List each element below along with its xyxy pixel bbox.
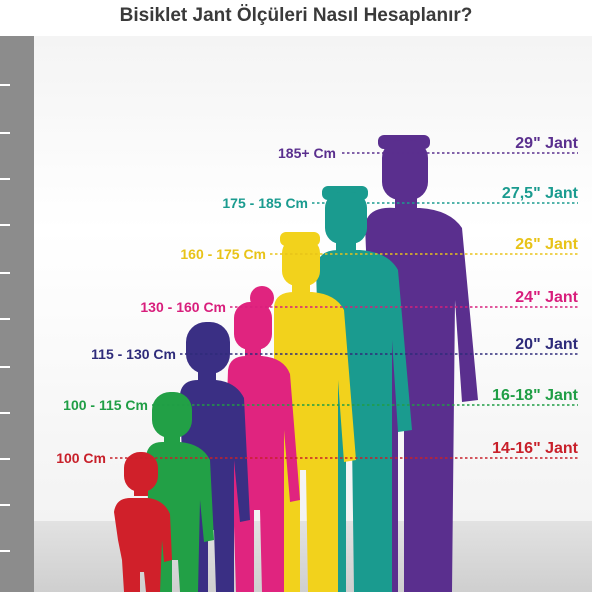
silhouette-toddler-red — [114, 452, 172, 592]
height-label-185: 185+ Cm — [278, 145, 336, 161]
ruler-tick — [0, 366, 10, 368]
ruler-tick — [0, 178, 10, 180]
rim-label-16-18: 16-18" Jant — [492, 387, 578, 404]
rim-label-24: 24" Jant — [515, 289, 578, 306]
rim-label-29: 29" Jant — [515, 135, 578, 152]
silhouette-child-green — [146, 392, 214, 592]
ruler-tick — [0, 272, 10, 274]
rim-label-27-5: 27,5" Jant — [501, 185, 578, 202]
height-label-100: 100 Cm — [56, 450, 106, 466]
ruler-tick — [0, 318, 10, 320]
ruler-tick — [0, 132, 10, 134]
ruler-tick — [0, 224, 10, 226]
ruler-tick — [0, 458, 10, 460]
ruler-tick — [0, 504, 10, 506]
height-label-175-185: 175 - 185 Cm — [222, 195, 308, 211]
rim-label-20: 20" Jant — [515, 336, 578, 353]
height-label-130-160: 130 - 160 Cm — [140, 299, 226, 315]
ruler-tick — [0, 550, 10, 552]
page-title: Bisiklet Jant Ölçüleri Nasıl Hesaplanır? — [0, 0, 592, 36]
height-label-160-175: 160 - 175 Cm — [180, 246, 266, 262]
height-label-115-130: 115 - 130 Cm — [91, 346, 176, 362]
rim-label-26: 26" Jant — [515, 236, 578, 253]
height-label-100-115: 100 - 115 Cm — [63, 397, 148, 413]
height-ruler — [0, 36, 34, 592]
ruler-tick — [0, 84, 10, 86]
rim-label-14-16: 14-16" Jant — [492, 440, 578, 457]
silhouette-teen-yellow — [274, 232, 356, 592]
ruler-tick — [0, 412, 10, 414]
